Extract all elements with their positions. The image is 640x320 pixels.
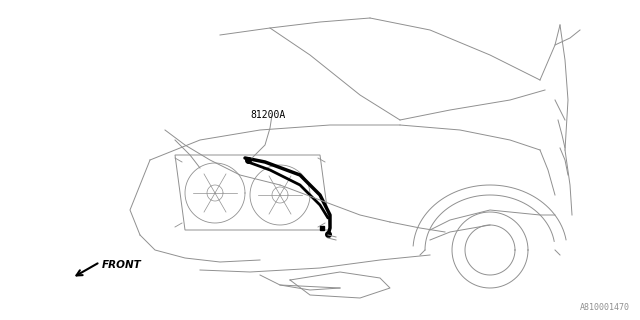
Text: FRONT: FRONT — [102, 260, 141, 270]
Text: 81200A: 81200A — [250, 110, 285, 120]
Text: A810001470: A810001470 — [580, 303, 630, 312]
